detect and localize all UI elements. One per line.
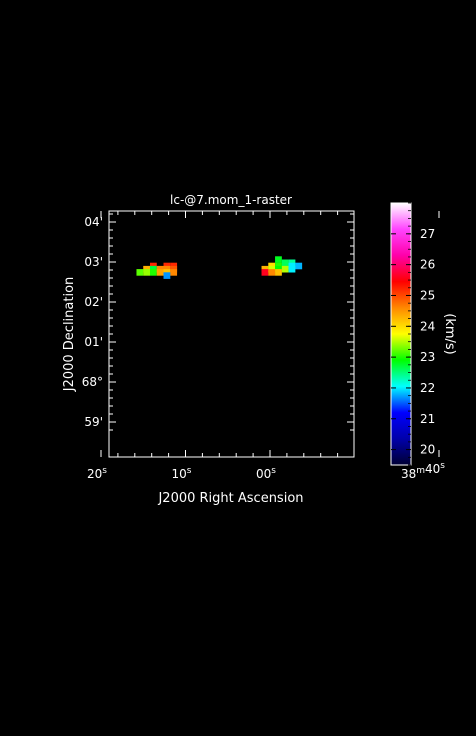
- map-pixel: [143, 269, 151, 276]
- colorbar-tick-label: 24: [420, 319, 435, 333]
- x-tick-label: 38m40s: [401, 461, 445, 481]
- map-pixel: [156, 269, 164, 276]
- map-pixel: [275, 256, 282, 263]
- chart-title: lc-@7.mom_1-raster: [170, 193, 292, 207]
- y-tick-label: 04': [84, 215, 103, 229]
- colorbar-ticks: 20 21 22 23 24 25 26 27: [391, 202, 435, 466]
- colorbar-label: (km/s): [442, 313, 457, 355]
- colorbar-tick-label: 26: [420, 258, 435, 272]
- y-axis-label: J2000 Declination: [62, 277, 77, 393]
- colorbar-tick-label: 20: [420, 443, 435, 457]
- y-tick-label: 01': [84, 335, 103, 349]
- map-pixel: [288, 265, 296, 273]
- map-pixel: [170, 269, 178, 276]
- map-pixel: [295, 262, 303, 270]
- map-pixel: [163, 272, 171, 279]
- map-pixel: [281, 265, 289, 273]
- colorbar-tick-label: 21: [420, 412, 435, 426]
- x-axis-label: J2000 Right Ascension: [157, 491, 303, 506]
- colorbar-tick-label: 25: [420, 288, 435, 302]
- map-pixel: [149, 269, 157, 276]
- x-tick-label: 10s: [172, 466, 192, 481]
- pixel-layer: [136, 256, 303, 279]
- y-axis-ticks: 04' 03' 02' 01' 68° 59': [82, 213, 354, 431]
- y-tick-label: 02': [84, 295, 103, 309]
- colorbar-tick-label: 22: [420, 381, 435, 395]
- plot-frame: [108, 210, 355, 458]
- y-tick-label: 59': [84, 415, 103, 429]
- y-tick-label: 03': [84, 255, 103, 269]
- x-tick-label: 00s: [256, 466, 276, 481]
- map-pixel: [268, 269, 276, 276]
- colorbar-tick-label: 27: [420, 227, 435, 241]
- y-tick-label: 68°: [82, 375, 103, 389]
- x-tick-label: 20s: [87, 466, 107, 481]
- colorbar-tick-label: 23: [420, 350, 435, 364]
- map-pixel: [275, 269, 282, 276]
- x-axis-ticks: 20h39m40s20s10s00s38m40s: [87, 211, 445, 481]
- map-pixel: [136, 269, 144, 276]
- map-pixel: [261, 269, 269, 276]
